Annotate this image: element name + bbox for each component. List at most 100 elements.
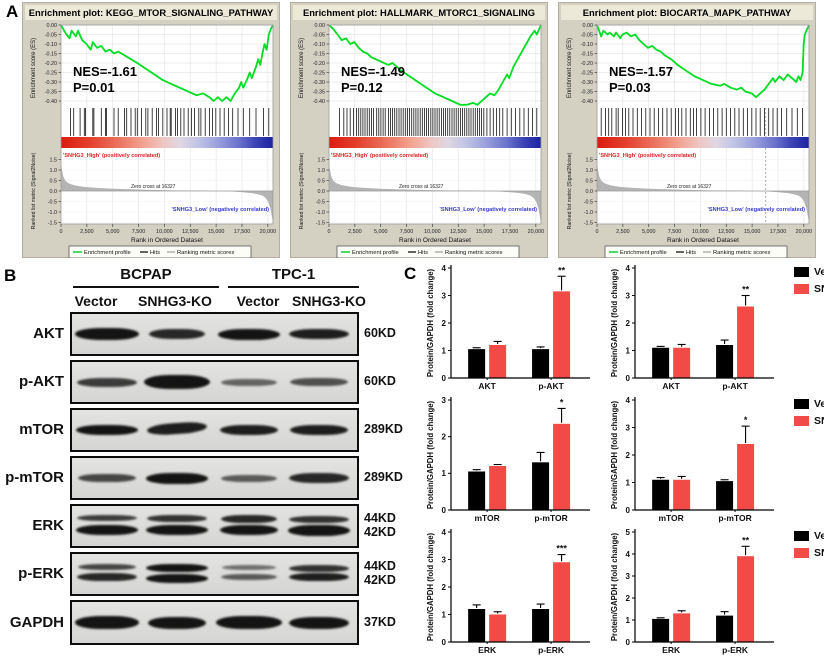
svg-text:-0.25: -0.25 — [581, 71, 593, 77]
svg-text:10,000: 10,000 — [156, 229, 173, 235]
svg-text:-0.10: -0.10 — [313, 42, 325, 48]
zero-cross-label: Zero cross at 16327 — [399, 184, 444, 190]
protein-label-mtor: mTOR — [19, 421, 64, 438]
neg-correlated-label: 'SNHG3_Low' (negatively correlated) — [440, 207, 538, 213]
legend-item-snhg3-ko: SNHG3-KO — [794, 547, 824, 559]
svg-text:3: 3 — [626, 423, 631, 432]
protein-band — [146, 525, 208, 535]
protein-band — [221, 474, 277, 482]
svg-text:3: 3 — [626, 572, 631, 581]
svg-text:2: 2 — [442, 432, 447, 441]
svg-text:0: 0 — [442, 506, 447, 515]
rank-ylabel: Ranked list metric (Signal2Noise) — [31, 152, 37, 229]
nes-value: NES=-1.49 — [341, 64, 405, 79]
svg-text:7,500: 7,500 — [132, 229, 146, 235]
protein-band — [289, 564, 349, 572]
protein-band — [218, 328, 280, 340]
legend-hits: Hits — [150, 250, 160, 256]
svg-text:20,000: 20,000 — [528, 229, 545, 235]
svg-text:-1.5: -1.5 — [316, 221, 325, 227]
svg-text:0.00: 0.00 — [47, 23, 58, 29]
legend-item-vector: Vector — [794, 266, 824, 278]
svg-text:4: 4 — [626, 264, 631, 273]
svg-text:1: 1 — [626, 346, 631, 355]
protein-band — [288, 524, 350, 536]
svg-text:20,000: 20,000 — [260, 229, 277, 235]
svg-text:-0.15: -0.15 — [313, 52, 325, 58]
gsea-xlabel: Rank in Ordered Dataset — [399, 237, 471, 244]
blot-gapdh — [70, 600, 359, 645]
molecular-weight-label: 60KD — [364, 374, 396, 388]
protein-band — [144, 375, 210, 389]
protein-label-akt: AKT — [33, 325, 64, 342]
p-value: P=0.12 — [341, 80, 383, 95]
chart-ylabel: Protein/GAPDH (fold change) — [426, 532, 435, 641]
protein-band — [77, 377, 137, 387]
svg-text:4: 4 — [442, 264, 447, 273]
legend-swatch — [794, 267, 809, 277]
svg-text:20,000: 20,000 — [796, 229, 813, 235]
category-label: p-mTOR — [534, 513, 567, 523]
es-ylabel: Enrichment score (ES) — [567, 38, 573, 98]
svg-text:12,500: 12,500 — [182, 229, 199, 235]
molecular-weight-label: 37KD — [364, 614, 396, 629]
protein-band — [220, 525, 278, 535]
blot-mtor — [70, 408, 359, 452]
significance-stars: ** — [742, 285, 750, 295]
gsea-hallmark-mtorc1-svg: Zero cross at 16327 'SNHG3_Low' (negative… — [299, 23, 545, 258]
cell-line-header-tpc1: TPC-1 — [228, 266, 359, 288]
protein-label-gapdh: GAPDH — [9, 613, 64, 631]
svg-text:0: 0 — [626, 374, 631, 383]
es-ylabel: Enrichment score (ES) — [31, 38, 37, 98]
bcpap-akt-pakt-chart: Protein/GAPDH (fold change) 0 1 2 3 4 AKT ** p-A… — [426, 264, 590, 391]
svg-text:3: 3 — [442, 555, 447, 564]
bcpap-erk-chart: Protein/GAPDH (fold change) 0 1 2 3 4 ERK *** p-… — [426, 528, 590, 655]
svg-text:-0.30: -0.30 — [45, 80, 57, 86]
svg-text:0: 0 — [442, 638, 447, 647]
svg-text:1.5: 1.5 — [50, 158, 58, 164]
gsea-title: Enrichment plot: KEGG_MTOR_SIGNALING_PAT… — [25, 5, 277, 20]
svg-text:-0.10: -0.10 — [581, 42, 593, 48]
protein-band — [75, 328, 139, 340]
legend-enrichment-profile: Enrichment profile — [84, 250, 131, 256]
protein-band — [216, 616, 282, 629]
legend-swatch — [794, 548, 809, 558]
nes-value: NES=-1.57 — [609, 64, 673, 79]
svg-text:4: 4 — [626, 396, 631, 405]
blot-erk — [70, 504, 359, 548]
chart-ylabel: Protein/GAPDH (fold change) — [426, 268, 435, 377]
protein-band — [76, 525, 138, 535]
svg-text:5,000: 5,000 — [374, 229, 388, 235]
gsea-title: Enrichment plot: BIOCARTA_MAPK_PATHWAY — [561, 5, 813, 20]
molecular-weight-label: 44KD 42KD — [364, 559, 396, 587]
protein-band — [289, 473, 349, 483]
svg-text:15,000: 15,000 — [476, 229, 493, 235]
svg-text:1.0: 1.0 — [318, 168, 326, 174]
protein-label-p-akt: p-AKT — [19, 373, 64, 390]
chart-ylabel: Protein/GAPDH (fold change) — [610, 532, 619, 641]
chart-legend: Vector SNHG3-KO — [794, 398, 824, 432]
svg-text:-0.05: -0.05 — [313, 33, 325, 39]
svg-text:2: 2 — [626, 451, 631, 460]
svg-text:10,000: 10,000 — [692, 229, 709, 235]
molecular-weight-label: 289KD — [364, 422, 403, 436]
protein-band — [148, 616, 206, 629]
nes-value: NES=-1.61 — [73, 64, 137, 79]
protein-band — [220, 425, 278, 435]
protein-band — [289, 515, 349, 523]
svg-text:-1.5: -1.5 — [584, 221, 593, 227]
chart-legend: Vector SNHG3-KO — [794, 530, 824, 564]
svg-text:1: 1 — [626, 478, 631, 487]
svg-text:-0.40: -0.40 — [45, 99, 57, 105]
protein-band — [221, 378, 277, 386]
protein-band — [146, 564, 208, 572]
svg-text:-0.25: -0.25 — [313, 71, 325, 77]
bar-chart-panel: Protein/GAPDH (fold change) 0 1 2 3 4 AKT ** p-A… — [410, 258, 824, 659]
svg-text:17,500: 17,500 — [770, 229, 787, 235]
protein-band — [78, 474, 136, 482]
svg-text:4: 4 — [626, 550, 631, 559]
protein-band — [77, 515, 137, 521]
chart-ylabel: Protein/GAPDH (fold change) — [426, 400, 435, 509]
blot-akt — [70, 312, 359, 356]
svg-text:0.5: 0.5 — [318, 179, 326, 185]
